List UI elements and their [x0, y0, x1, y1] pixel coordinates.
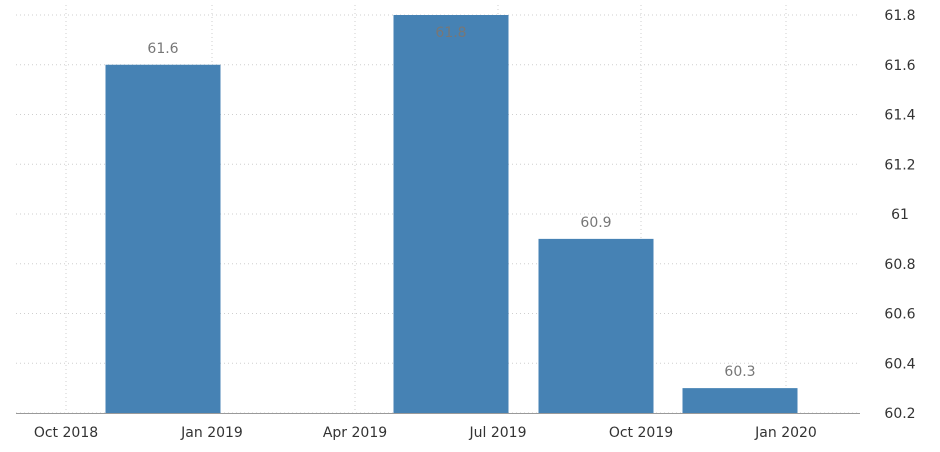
y-tick-label: 61 [891, 207, 909, 223]
y-tick-label: 61.4 [884, 108, 915, 124]
y-tick-label: 60.8 [884, 257, 915, 273]
bar-value-label: 61.6 [147, 41, 178, 57]
bar [682, 388, 798, 413]
x-tick-label: Oct 2019 [609, 425, 673, 441]
x-tick-label: Jan 2020 [754, 425, 817, 441]
y-tick-label: 61.2 [884, 157, 915, 173]
y-axis-ticks: 61.8 61.6 61.4 61.2 61 60.8 60.6 60.4 60.2 [884, 8, 915, 422]
bar-value-label: 60.3 [724, 364, 755, 380]
bar [105, 64, 221, 413]
bar-value-label: 61.8 [435, 25, 466, 41]
bar-value-label: 60.9 [580, 215, 611, 231]
y-tick-label: 61.8 [884, 8, 915, 24]
y-tick-label: 60.6 [884, 307, 915, 323]
x-tick-label: Apr 2019 [323, 425, 387, 441]
y-tick-label: 61.6 [884, 58, 915, 74]
y-tick-label: 60.2 [884, 406, 915, 422]
x-tick-label: Oct 2018 [34, 425, 98, 441]
bar [393, 15, 509, 413]
data-labels: 61.6 61.8 60.9 60.3 [147, 25, 755, 380]
x-tick-label: Jul 2019 [469, 425, 527, 441]
bars [105, 15, 798, 413]
y-tick-label: 60.4 [884, 356, 915, 372]
bar [538, 238, 654, 413]
x-axis-ticks: Oct 2018 Jan 2019 Apr 2019 Jul 2019 Oct 2019… [34, 425, 817, 441]
x-tick-label: Jan 2019 [180, 425, 243, 441]
